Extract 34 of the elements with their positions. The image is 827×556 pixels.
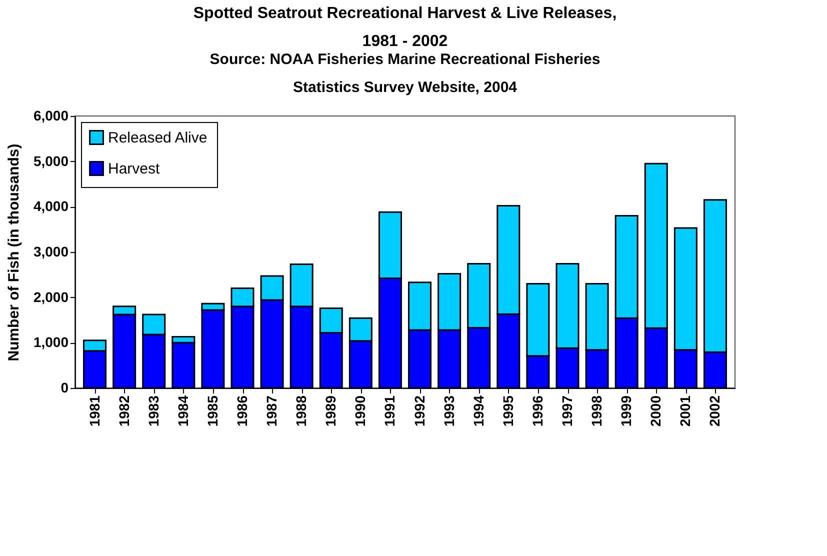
legend-label: Harvest [108, 160, 161, 178]
y-tick-label: 3,000 [33, 244, 69, 260]
x-tick-label: 1989 [322, 395, 339, 427]
x-tick-label: 1986 [234, 395, 250, 427]
x-tick-label: 1997 [559, 395, 575, 427]
x-tick-label: 1994 [470, 395, 486, 427]
legend-label: Released Alive [108, 130, 208, 146]
x-tick-label: 1987 [264, 395, 280, 427]
x-tick-label: 1998 [588, 395, 605, 427]
x-tick-label: 1990 [352, 395, 368, 427]
chart-title: Spotted Seatrout Recreational Harvest & Live Releases, 1981 - 2002 [193, 5, 617, 50]
x-tick-label: 1982 [116, 395, 132, 427]
y-tick-label: 2,000 [33, 288, 69, 305]
x-tick-label: 1995 [500, 395, 516, 427]
x-tick-label: 1993 [440, 395, 457, 427]
x-tick-label: 2002 [706, 395, 723, 427]
x-tick-label: 1981 [86, 395, 102, 427]
x-tick-label: 1992 [411, 395, 428, 427]
x-tick-label: 1983 [145, 395, 162, 427]
x-tick-label: 1991 [382, 395, 398, 427]
chart-subtitle: Source: NOAA Fisheries Marine Recreational Fisheries Statistics Survey Website, 2004 [210, 51, 600, 96]
x-tick-label: 2001 [677, 395, 694, 427]
y-axis-title: Number of Fish (in thousands) [5, 144, 22, 362]
x-tick-label: 1996 [529, 395, 546, 427]
x-tick-label: 1985 [204, 395, 220, 427]
x-tick-label: 1999 [618, 395, 634, 427]
y-tick-label: 6,000 [33, 108, 69, 124]
y-tick-label: 0 [60, 380, 69, 396]
x-tick-label: 1984 [174, 395, 191, 427]
x-tick-label: 2000 [648, 395, 664, 427]
x-tick-label: 1988 [293, 395, 310, 427]
y-tick-label: 5,000 [33, 152, 69, 169]
y-tick-label: 1,000 [33, 334, 69, 350]
y-tick-label: 4,000 [33, 198, 69, 214]
